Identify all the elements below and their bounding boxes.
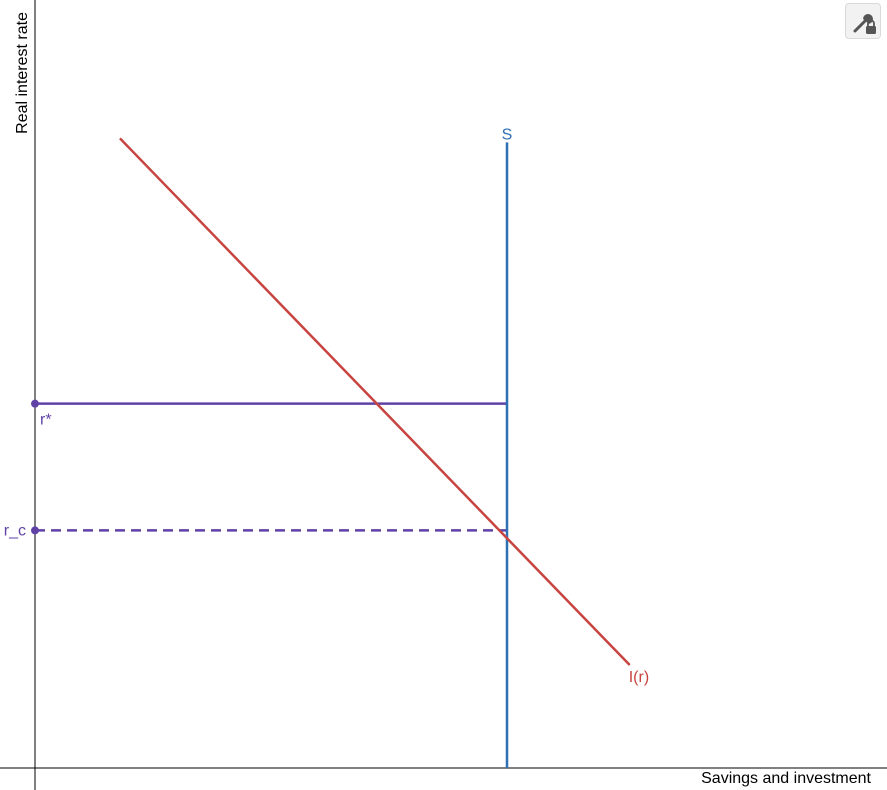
level-point-rc [31, 526, 39, 535]
level-label-rc: r_c [4, 522, 26, 539]
graph-settings-button[interactable] [845, 3, 881, 39]
series-line-ir [119, 137, 631, 666]
series-label-ir: I(r) [629, 669, 649, 686]
series-layer: S I(r) [119, 126, 649, 768]
series-label-s: S [502, 126, 513, 143]
x-axis-label: Savings and investment [701, 770, 871, 787]
levels-layer: r* r_c [4, 399, 507, 539]
y-axis-label: Real interest rate [14, 12, 31, 134]
level-point-r [31, 399, 39, 408]
wrench-lock-icon [853, 14, 876, 34]
level-label-r: r* [40, 412, 52, 429]
